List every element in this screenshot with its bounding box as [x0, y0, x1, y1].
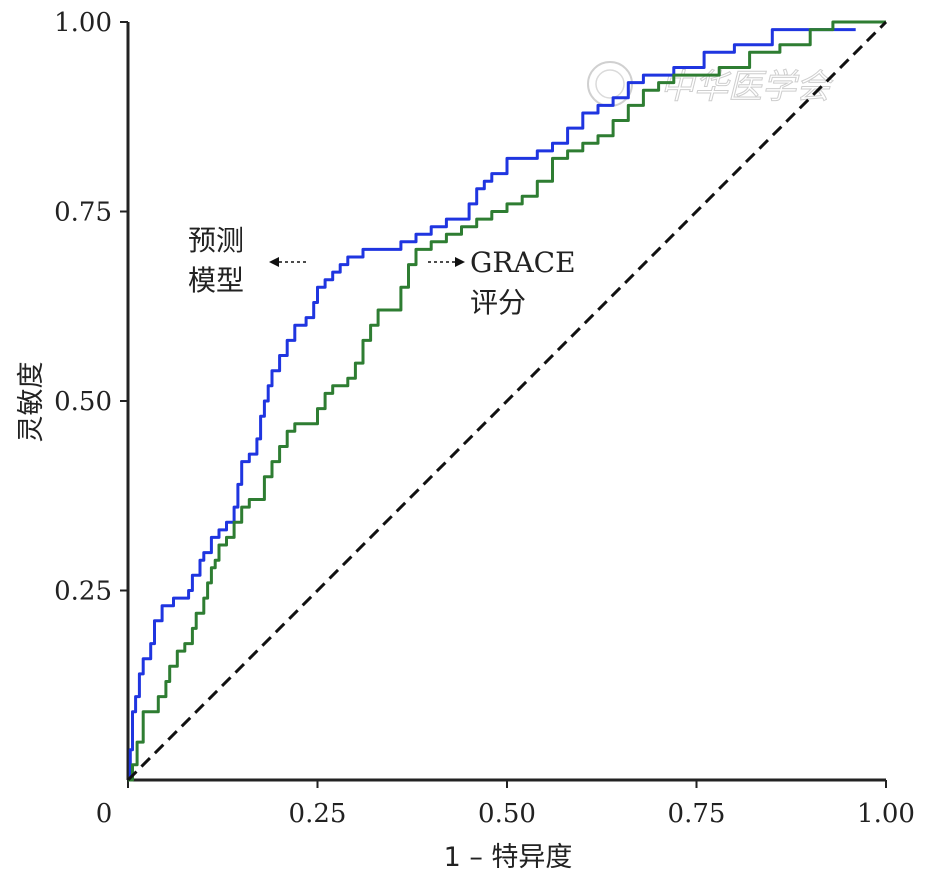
- tick-labels: 0 0.25 0.50 0.75 1.00 0.25 0.50 0.75 1.00: [54, 8, 915, 829]
- reference-diagonal-line: [126, 20, 888, 782]
- y-tick-label: 1.00: [54, 8, 112, 38]
- x-tick-label: 0: [96, 799, 113, 829]
- x-tick-label: 0.75: [668, 799, 726, 829]
- x-tick-label: 1.00: [857, 799, 915, 829]
- y-tick-label: 0.50: [54, 387, 112, 417]
- roc-curve-0: [128, 28, 856, 782]
- annotation-model-line-2: 模型: [188, 264, 244, 297]
- y-axis-title: 灵敏度: [16, 362, 47, 443]
- annotation-grace-line-1: GRACE: [470, 246, 576, 279]
- watermark-seal-icon: [587, 61, 633, 107]
- annotation-grace: GRACE 评分: [428, 246, 576, 319]
- y-tick-label: 0.25: [54, 577, 112, 607]
- x-tick-label: 0.50: [478, 799, 536, 829]
- watermark: 中华医学会: [587, 61, 834, 108]
- annotation-model-line-1: 预测: [188, 224, 244, 257]
- annotation-grace-line-2: 评分: [470, 286, 526, 319]
- x-tick-label: 0.25: [289, 799, 347, 829]
- series-layer: [126, 20, 888, 782]
- annotation-model: 预测 模型: [188, 224, 306, 297]
- roc-curve-1: [128, 20, 886, 782]
- x-axis-title: 1 – 特异度: [444, 842, 573, 873]
- ticks: [120, 21, 887, 788]
- y-tick-label: 0.75: [54, 198, 112, 228]
